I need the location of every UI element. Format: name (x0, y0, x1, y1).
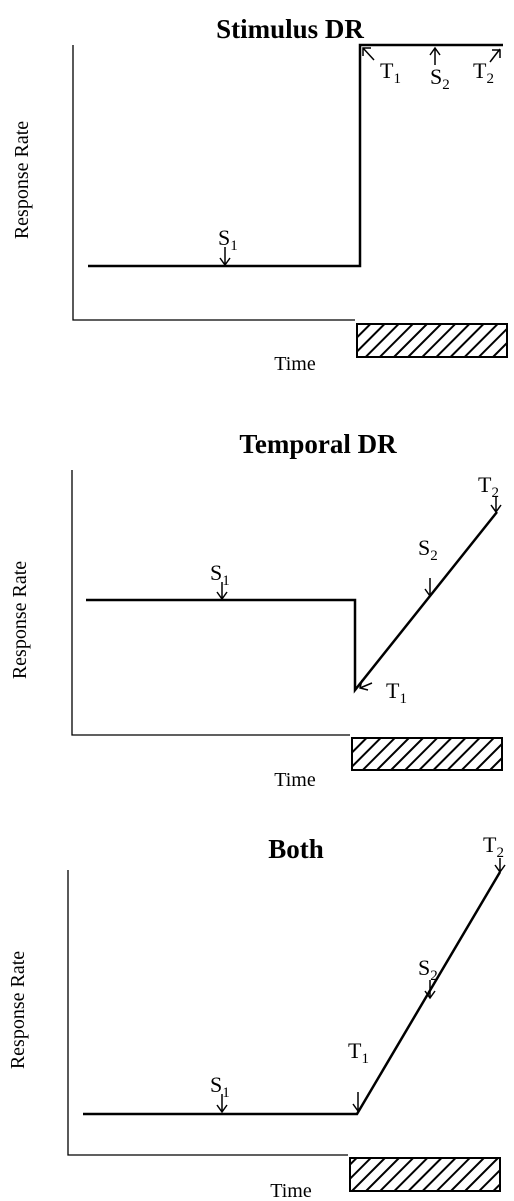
x-label: Time (274, 769, 316, 791)
y-label: Response Rate (7, 951, 29, 1069)
marker-base: S (210, 1072, 222, 1097)
marker-base: S (218, 225, 230, 250)
marker-label: S1 (218, 225, 238, 254)
panel-title: Temporal DR (239, 429, 397, 459)
response-line (83, 871, 502, 1116)
marker-label: T1 (386, 678, 407, 707)
marker-label: T2 (478, 472, 499, 501)
arrow (490, 496, 502, 514)
marker-base: T (483, 832, 497, 857)
marker-base: T (380, 58, 394, 83)
arrow (362, 47, 375, 61)
marker-sub: 2 (496, 845, 504, 861)
arrow (429, 46, 441, 65)
arrow (424, 578, 436, 598)
y-label: Response Rate (9, 561, 31, 679)
marker-label: T1 (380, 58, 401, 87)
response-line (86, 511, 498, 694)
marker-label: S1 (210, 1072, 230, 1101)
marker-label: S2 (418, 955, 438, 984)
hatched-bar (349, 1157, 501, 1192)
panel: Both Time Response Rate S1 T1 S2 T2 (7, 832, 506, 1201)
marker-sub: 2 (430, 968, 438, 984)
axes (71, 470, 350, 736)
marker-base: T (348, 1038, 362, 1063)
marker-sub: 1 (222, 1085, 230, 1101)
marker-base: T (478, 472, 492, 497)
marker-sub: 2 (430, 548, 438, 564)
arrow (489, 48, 501, 63)
arrow (494, 858, 506, 874)
marker-label: S2 (418, 535, 438, 564)
marker-label: T2 (473, 58, 494, 87)
marker-label: T2 (483, 832, 504, 861)
axes (67, 870, 348, 1156)
response-line (88, 43, 503, 268)
arrow (359, 679, 373, 691)
x-label: Time (270, 1180, 312, 1201)
hatched-bar (351, 737, 503, 771)
x-label: Time (274, 353, 316, 375)
marker-base: S (418, 955, 430, 980)
panel-title: Both (268, 834, 324, 864)
marker-sub: 1 (222, 573, 230, 589)
arrow (219, 247, 231, 267)
marker-base: T (473, 58, 487, 83)
marker-base: S (210, 560, 222, 585)
marker-sub: 2 (491, 485, 499, 501)
marker-sub: 2 (442, 77, 450, 93)
marker-label: S1 (210, 560, 230, 589)
marker-sub: 1 (399, 691, 407, 707)
arrow (216, 1094, 228, 1114)
marker-sub: 2 (486, 71, 494, 87)
marker-base: S (430, 64, 442, 89)
marker-base: S (418, 535, 430, 560)
arrow (352, 1092, 364, 1113)
arrow (216, 582, 228, 601)
marker-sub: 1 (393, 71, 401, 87)
panel: Stimulus DR Time Response Rate S1 T1 S2 … (11, 14, 508, 375)
marker-sub: 1 (361, 1051, 369, 1067)
arrow (424, 980, 436, 1000)
marker-sub: 1 (230, 238, 238, 254)
panel-title: Stimulus DR (216, 14, 364, 44)
marker-label: S2 (430, 64, 450, 93)
hatched-bar (356, 323, 508, 358)
y-label: Response Rate (11, 121, 33, 239)
marker-label: T1 (348, 1038, 369, 1067)
marker-base: T (386, 678, 400, 703)
panel: Temporal DR Time Response Rate S1 T1 S2 … (9, 429, 503, 791)
axes (72, 45, 355, 321)
